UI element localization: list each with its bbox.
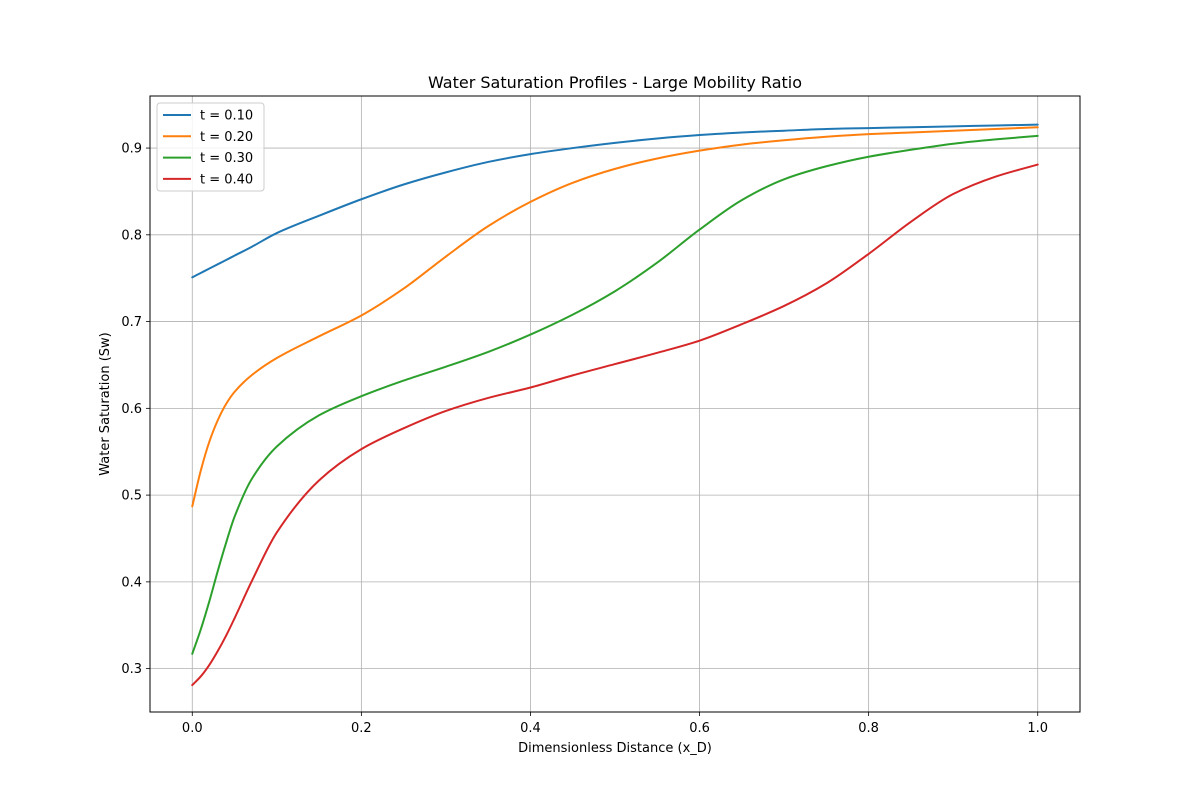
- x-tick-label: 0.2: [351, 721, 372, 736]
- y-tick-label: 0.5: [121, 489, 142, 504]
- series-layer: [191, 123, 1039, 687]
- y-tick-label: 0.8: [121, 228, 142, 243]
- x-tick-label: 0.8: [858, 721, 879, 736]
- series-line-2: [191, 126, 1039, 508]
- ticks-layer: 0.0 0.2 0.4 0.6 0.8 1.0 0.3 0.4 0.5 0.6 0.7 0.8 0.9: [121, 142, 1048, 736]
- legend-label: t = 0.10: [200, 109, 253, 124]
- x-tick-label: 1.0: [1027, 721, 1048, 736]
- legend-label: t = 0.30: [200, 151, 253, 166]
- plot-frame: [149, 95, 1081, 713]
- series-line-3: [191, 134, 1039, 655]
- x-axis-label: Dimensionless Distance (x_D): [518, 741, 712, 756]
- y-tick-label: 0.7: [121, 315, 142, 330]
- x-tick-label: 0.6: [689, 721, 710, 736]
- x-tick-label: 0.0: [182, 721, 203, 736]
- series-line-4: [191, 163, 1039, 687]
- legend-box: [156, 102, 265, 192]
- x-tick-label: 0.4: [520, 721, 541, 736]
- series-line-1: [191, 123, 1039, 279]
- y-tick-label: 0.3: [121, 662, 142, 677]
- legend-label: t = 0.20: [200, 130, 253, 145]
- grid-layer: [150, 96, 1080, 712]
- legend-label: t = 0.40: [200, 172, 253, 187]
- y-tick-label: 0.9: [121, 142, 142, 157]
- legend: t = 0.10 t = 0.20 t = 0.30 t = 0.40: [156, 102, 265, 192]
- y-axis-label: Water Saturation (Sw): [98, 332, 113, 476]
- y-tick-label: 0.4: [121, 575, 142, 590]
- y-tick-label: 0.6: [121, 402, 142, 417]
- chart-title: Water Saturation Profiles - Large Mobili…: [428, 73, 802, 92]
